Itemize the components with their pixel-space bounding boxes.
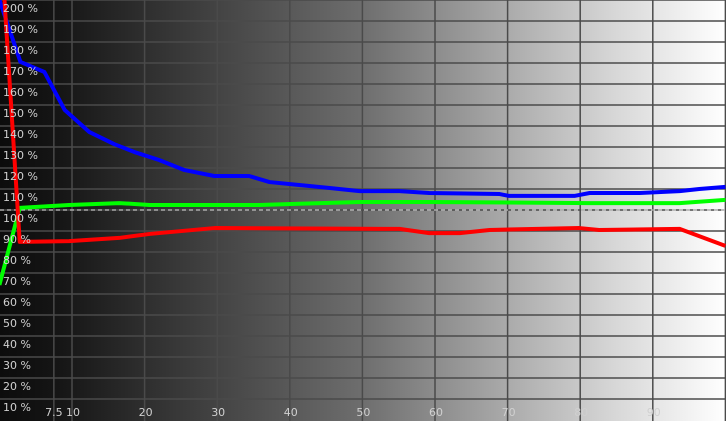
y-tick-label: 180 % [3, 44, 38, 57]
y-tick-label: 150 % [3, 107, 38, 120]
y-tick-label: 110 % [3, 191, 38, 204]
y-tick-label: 80 % [3, 254, 31, 267]
x-tick-label: 30 [211, 406, 225, 419]
y-tick-label: 50 % [3, 317, 31, 330]
y-tick-label: 60 % [3, 296, 31, 309]
y-tick-label: 30 % [3, 359, 31, 372]
y-tick-label: 170 % [3, 65, 38, 78]
y-tick-label: 120 % [3, 170, 38, 183]
y-tick-label: 40 % [3, 338, 31, 351]
x-tick-label: 90 [647, 406, 661, 419]
blue-series-line [0, 0, 726, 198]
y-tick-label: 10 % [3, 401, 31, 414]
x-tick-label: 70 [502, 406, 516, 419]
y-tick-label: 160 % [3, 86, 38, 99]
y-tick-label: 20 % [3, 380, 31, 393]
x-tick-label: 60 [429, 406, 443, 419]
y-tick-label: 130 % [3, 149, 38, 162]
x-tick-label: 40 [284, 406, 298, 419]
y-tick-label: 90 % [3, 233, 31, 246]
y-tick-label: 200 % [3, 2, 38, 15]
x-tick-label: 7.5 [45, 406, 63, 419]
green-series-line [0, 197, 726, 286]
y-axis-labels: 200 % 190 % 180 % 170 % 160 % 150 % 140 % 130 %… [3, 2, 38, 414]
x-tick-label: 50 [356, 406, 370, 419]
x-axis-labels: 7.5 10 20 30 40 50 60 70 80 90 [45, 406, 661, 419]
series-group [0, 0, 726, 286]
y-tick-label: 70 % [3, 275, 31, 288]
x-tick-label: 20 [139, 406, 153, 419]
y-tick-label: 190 % [3, 23, 38, 36]
y-tick-label: 140 % [3, 128, 38, 141]
red-series-line [2, 0, 726, 248]
x-tick-label: 80 [574, 406, 588, 419]
x-tick-label: 10 [66, 406, 80, 419]
y-tick-label: 100 % [3, 212, 38, 225]
